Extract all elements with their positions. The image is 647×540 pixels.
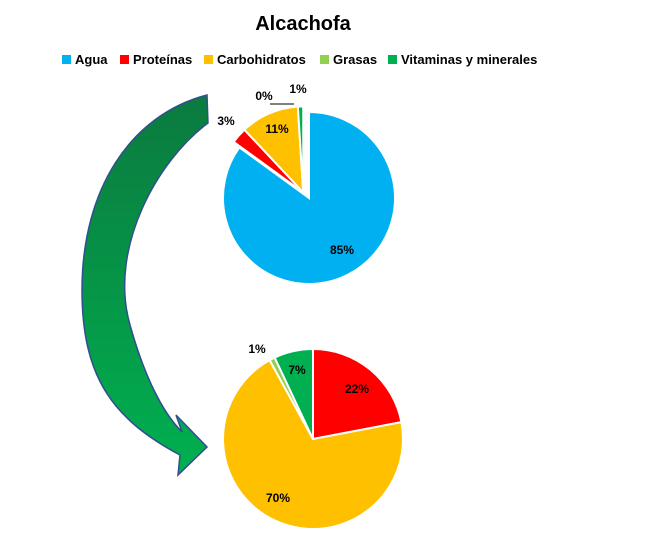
curved-arrow-icon <box>81 94 209 477</box>
pie1-label-vitaminas-y-minerales: 1% <box>289 82 307 96</box>
pie2-label-carbohidratos: 70% <box>266 491 290 505</box>
legend: Agua Proteínas Carbohidratos Grasas Vitamina… <box>62 52 537 67</box>
pie-chart-whole: 85% 3% 11% 0% 1% <box>217 82 396 285</box>
legend-swatch-agua <box>62 55 71 64</box>
pie2-slice-carbohidratos <box>222 358 404 530</box>
pie2-label-proteinas: 22% <box>345 382 369 396</box>
pie1-label-carbohidratos: 11% <box>265 122 289 136</box>
legend-label-proteinas: Proteínas <box>133 52 192 67</box>
legend-label-vitaminas-y-minerales: Vitaminas y minerales <box>401 52 537 67</box>
pie1-slice-agua <box>222 110 396 285</box>
pie2-label-vitaminas-y-minerales: 7% <box>288 363 306 377</box>
pie-chart-solids: 22% 70% 1% 7% <box>222 342 404 530</box>
legend-swatch-proteinas <box>120 55 129 64</box>
legend-swatch-grasas <box>320 55 329 64</box>
legend-swatch-vitaminas-y-minerales <box>388 55 397 64</box>
legend-label-agua: Agua <box>75 52 108 67</box>
chart-title: Alcachofa <box>255 13 351 35</box>
pie1-slice-vitaminas-y-minerales <box>296 105 305 193</box>
pie2-label-grasas: 1% <box>248 342 266 356</box>
legend-label-carbohidratos: Carbohidratos <box>217 52 306 67</box>
pie1-label-proteinas: 3% <box>217 114 235 128</box>
legend-label-grasas: Grasas <box>333 52 377 67</box>
pie2-slice-vitaminas-y-minerales <box>273 347 314 440</box>
pie1-label-grasas: 0% <box>255 89 273 103</box>
legend-swatch-carbohidratos <box>204 55 213 64</box>
pie1-label-agua: 85% <box>330 243 354 257</box>
pie2-slice-proteinas <box>312 347 403 441</box>
